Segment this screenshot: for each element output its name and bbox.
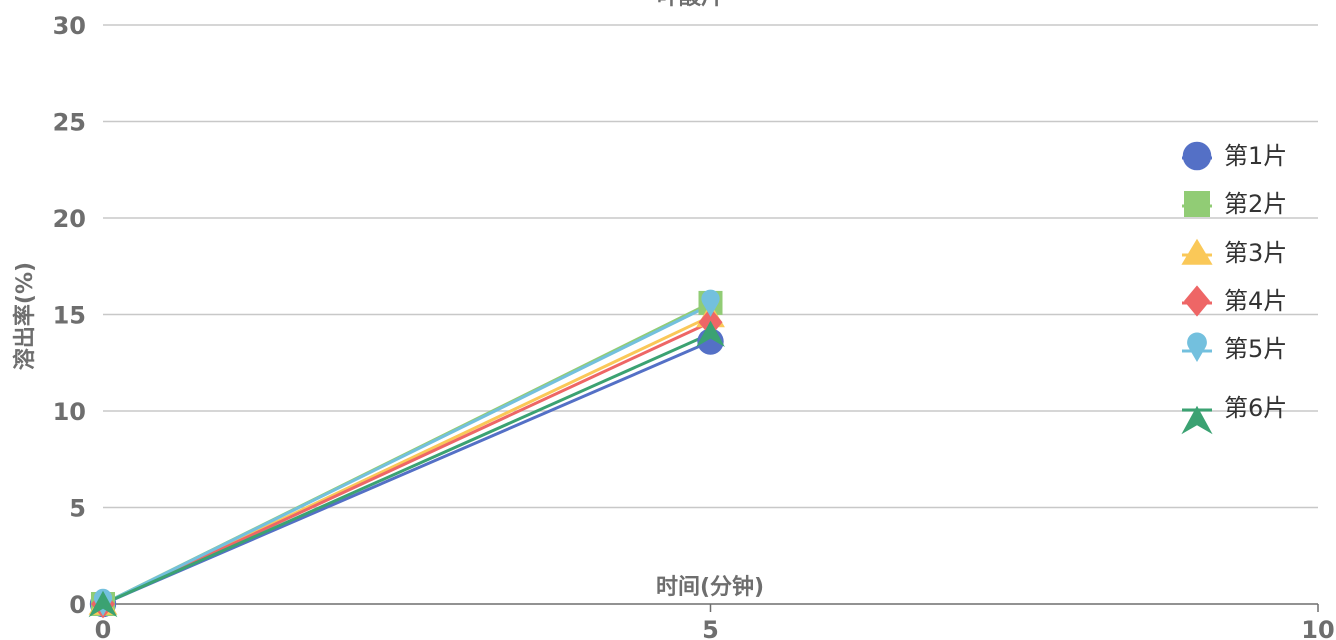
x-tick-label: 5 (702, 616, 719, 640)
legend-marker (1187, 332, 1207, 362)
grid-lines (103, 24, 1318, 509)
legend-marker (1181, 405, 1213, 435)
y-tick-label: 5 (69, 495, 86, 523)
y-tick-label: 10 (53, 398, 86, 426)
legend-label: 第4片 (1224, 287, 1287, 315)
x-axis-title: 时间(分钟) (656, 574, 764, 600)
legend-label: 第1片 (1224, 142, 1287, 170)
legend-item-1[interactable]: 第1片 (1182, 141, 1287, 171)
series-line-6 (102, 332, 712, 606)
y-tick-label: 0 (69, 591, 86, 619)
y-tick-label: 15 (53, 302, 86, 330)
series-5-point (701, 289, 720, 317)
y-tick-label: 30 (53, 12, 86, 40)
y-tick-label: 20 (53, 205, 86, 233)
legend-marker (1182, 141, 1212, 171)
series-lines (102, 301, 712, 606)
legend-marker (1184, 285, 1210, 317)
y-axis-title: 溶出率(%) (12, 262, 38, 370)
series-6-point (696, 320, 725, 347)
y-tick-label: 25 (53, 109, 86, 137)
legend-item-5[interactable]: 第5片 (1182, 332, 1287, 363)
legend-marker (1181, 238, 1213, 265)
legend-label: 第3片 (1224, 239, 1287, 267)
legend-item-4[interactable]: 第4片 (1182, 285, 1287, 317)
legend-item-3[interactable]: 第3片 (1181, 238, 1287, 267)
legend-item-2[interactable]: 第2片 (1182, 190, 1287, 218)
legend-label: 第6片 (1224, 394, 1287, 422)
x-tick-label: 10 (1301, 616, 1334, 640)
chart-title: 叶酸片 (657, 0, 723, 10)
legend-item-6[interactable]: 第6片 (1181, 394, 1287, 435)
series-line-5 (102, 303, 712, 606)
axes: 0 5 10 15 20 25 30 0 5 10 (53, 12, 1335, 640)
x-tick-label: 0 (95, 616, 112, 640)
legend-label: 第2片 (1224, 190, 1287, 218)
series-line-4 (102, 320, 712, 606)
series-6-point (88, 590, 118, 618)
series-markers (88, 289, 725, 619)
legend-label: 第5片 (1224, 335, 1287, 363)
legend-marker (1184, 191, 1210, 217)
